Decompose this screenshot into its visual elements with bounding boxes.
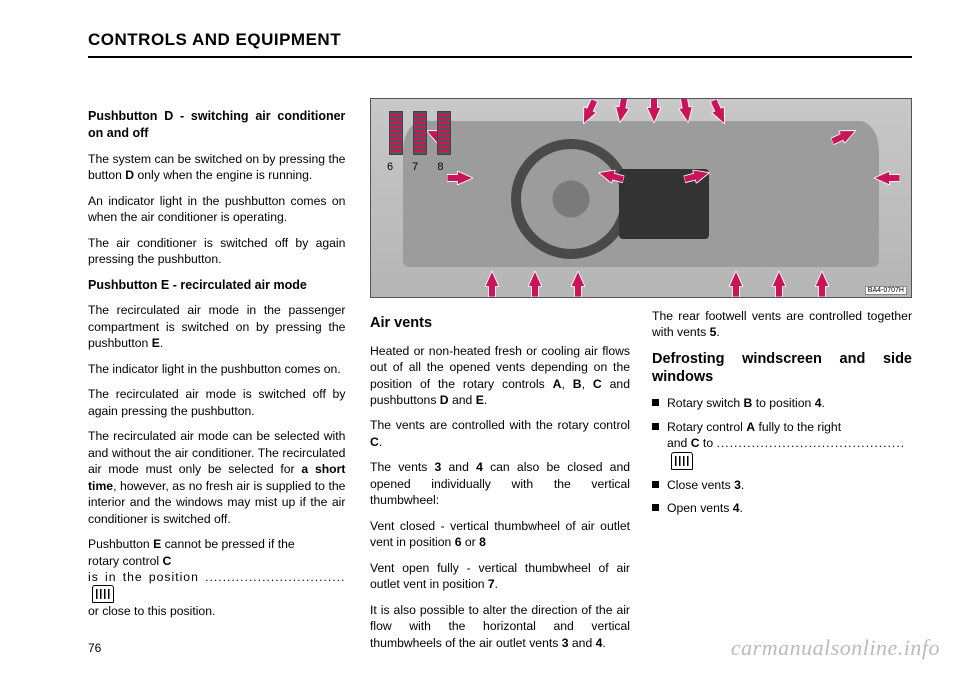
page-number: 76 <box>88 641 101 655</box>
column-1: Pushbutton D - switching air conditioner… <box>88 108 345 629</box>
col1-p1: The system can be switched on by pressin… <box>88 151 345 184</box>
col2-p2: The vents are controlled with the rotary… <box>370 417 630 450</box>
right-columns-text: Air vents Heated or non-heated fresh or … <box>370 308 912 660</box>
col1-p4: The recirculated air mode in the passeng… <box>88 302 345 351</box>
col2-p4: Vent closed - vertical thumbwheel of air… <box>370 518 630 551</box>
arrow-icon <box>647 98 661 123</box>
arrow-icon <box>815 271 829 297</box>
defrost-title: Defrosting windscreen and side windows <box>652 350 912 386</box>
col1-heading-e: Pushbutton E - recirculated air mode <box>88 277 345 294</box>
col1-p2: An indicator light in the pushbutton com… <box>88 193 345 226</box>
col2-p1: Heated or non-heated fresh or cooling ai… <box>370 343 630 409</box>
bullet-square-icon <box>652 423 659 430</box>
arrow-icon <box>772 271 786 297</box>
arrow-icon <box>874 171 900 185</box>
col1-p3: The air conditioner is switched off by a… <box>88 235 345 268</box>
figure-code: BA4-0707H <box>865 286 907 295</box>
col2-p6: It is also possible to alter the directi… <box>370 602 630 651</box>
bullet-square-icon <box>652 399 659 406</box>
column-3-body: The rear footwell vents are controlled t… <box>652 308 912 660</box>
col2-p5: Vent open fully - vertical thumbwheel of… <box>370 560 630 593</box>
manual-page: CONTROLS AND EQUIPMENT Pushbutton D - sw… <box>0 0 960 673</box>
col1-heading-d: Pushbutton D - switching air conditioner… <box>88 108 345 142</box>
bullet-2: Rotary control A fully to the rightand C… <box>652 419 912 470</box>
figure-labels-678: 6 7 8 <box>387 161 451 173</box>
arrow-icon <box>485 271 499 297</box>
dashboard-figure: 6 7 8 BA4-0707H <box>370 98 912 298</box>
col2-p3: The vents 3 and 4 can also be closed and… <box>370 459 630 508</box>
arrow-icon <box>528 271 542 297</box>
arrow-icon <box>571 271 585 297</box>
bullet-square-icon <box>652 481 659 488</box>
watermark-text: carmanualsonline.info <box>731 635 940 661</box>
bullet-1: Rotary switch B to position 4. <box>652 395 912 411</box>
right-block: 6 7 8 BA4-0707H Air vents Heated or non-… <box>370 98 912 660</box>
thumbwheel-strips <box>389 111 451 155</box>
bullet-4: Open vents 4. <box>652 500 912 516</box>
air-vents-title: Air vents <box>370 314 630 334</box>
col1-p7: The recirculated air mode can be selecte… <box>88 428 345 527</box>
bullet-3: Close vents 3. <box>652 477 912 493</box>
steering-wheel-shape <box>511 139 631 259</box>
col1-p6: The recirculated air mode is switched of… <box>88 386 345 419</box>
col3-p1: The rear footwell vents are controlled t… <box>652 308 912 341</box>
col1-p8: Pushbutton E cannot be pressed if the ro… <box>88 536 345 620</box>
col1-p5: The indicator light in the pushbutton co… <box>88 361 345 377</box>
defrost-icon <box>92 585 114 603</box>
section-header: CONTROLS AND EQUIPMENT <box>88 30 912 58</box>
column-2-body: Air vents Heated or non-heated fresh or … <box>370 308 630 660</box>
defrost-icon <box>671 452 693 470</box>
arrow-icon <box>729 271 743 297</box>
arrow-icon <box>677 98 695 124</box>
bullet-square-icon <box>652 504 659 511</box>
arrow-icon <box>447 171 473 185</box>
